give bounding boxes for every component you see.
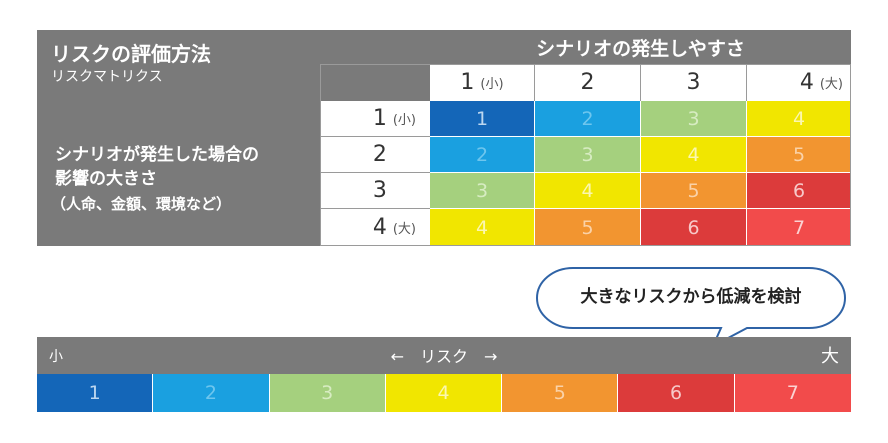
- row-label-number: 1: [372, 106, 387, 131]
- column-label-number: 4: [799, 70, 814, 95]
- row-label-4: 4 (大): [320, 209, 430, 246]
- scale-cell-2: 2: [153, 374, 270, 412]
- matrix-cell: 4: [641, 137, 747, 173]
- column-label-1: 1 (小): [430, 64, 535, 101]
- callout-bubble: [536, 267, 846, 348]
- row-label-note: (小): [392, 113, 416, 128]
- risk-scale-header: 小 ← リスク → 大: [37, 337, 851, 374]
- callout-text: 大きなリスクから低減を検討: [580, 287, 802, 307]
- matrix-cell: 6: [747, 173, 851, 209]
- matrix-title: リスクの評価方法: [51, 42, 211, 66]
- matrix-cell: 4: [535, 173, 641, 209]
- column-label-number: 2: [580, 70, 595, 95]
- column-label-4: 4 (大): [747, 64, 851, 101]
- scale-cell-5: 5: [502, 374, 619, 412]
- matrix-cell: 3: [430, 173, 535, 209]
- matrix-subtitle: リスクマトリクス: [51, 69, 163, 85]
- row-label-3: 3(小): [320, 173, 430, 209]
- column-label-3: 3: [641, 64, 747, 101]
- matrix-cell: 4: [430, 209, 535, 246]
- row-label-1: 1 (小): [320, 101, 430, 137]
- row-header-line1: シナリオが発生した場合の: [55, 145, 259, 165]
- scale-left-label: 小: [49, 349, 63, 365]
- row-label-note: (大): [392, 222, 416, 237]
- column-label-note: (小): [480, 77, 504, 92]
- column-label-note: (大): [819, 77, 843, 92]
- matrix-title-block: リスクの評価方法 リスクマトリクス: [37, 30, 430, 101]
- scale-cell-3: 3: [269, 374, 386, 412]
- scale-cell-7: 7: [734, 374, 851, 412]
- matrix-cell: 4: [747, 101, 851, 137]
- row-label-2: 2(小): [320, 137, 430, 173]
- matrix-cell: 3: [535, 137, 641, 173]
- row-header-line3: （人命、金額、環境など）: [51, 195, 232, 213]
- matrix-cell: 6: [641, 209, 747, 246]
- column-header: シナリオの発生しやすさ: [430, 30, 851, 64]
- scale-cell-6: 6: [618, 374, 735, 412]
- row-label-number: 3: [372, 178, 387, 203]
- row-label-number: 2: [372, 142, 387, 167]
- matrix-cell: 5: [535, 209, 641, 246]
- scale-cell-4: 4: [385, 374, 503, 412]
- row-header: シナリオが発生した場合の 影響の大きさ （人命、金額、環境など）: [37, 101, 320, 246]
- row-label-number: 4: [372, 215, 387, 240]
- scale-center-label: ← リスク →: [390, 347, 498, 366]
- scale-right-label: 大: [821, 346, 839, 367]
- column-label-2: 2: [535, 64, 641, 101]
- column-label-number: 3: [686, 70, 701, 95]
- matrix-cell: 5: [747, 137, 851, 173]
- matrix-cell: 2: [535, 101, 641, 137]
- matrix-cell: 3: [641, 101, 747, 137]
- risk-matrix: リスクの評価方法 リスクマトリクス シナリオの発生しやすさ シナリオが発生した場…: [37, 30, 851, 246]
- row-header-line2: 影響の大きさ: [55, 169, 157, 189]
- matrix-cell: 7: [747, 209, 851, 246]
- matrix-cell: 1: [430, 101, 535, 137]
- scale-cell-1: 1: [37, 374, 154, 412]
- matrix-cell: 5: [641, 173, 747, 209]
- column-label-number: 1: [460, 70, 475, 95]
- column-header-label: シナリオの発生しやすさ: [536, 37, 745, 60]
- matrix-cell: 2: [430, 137, 535, 173]
